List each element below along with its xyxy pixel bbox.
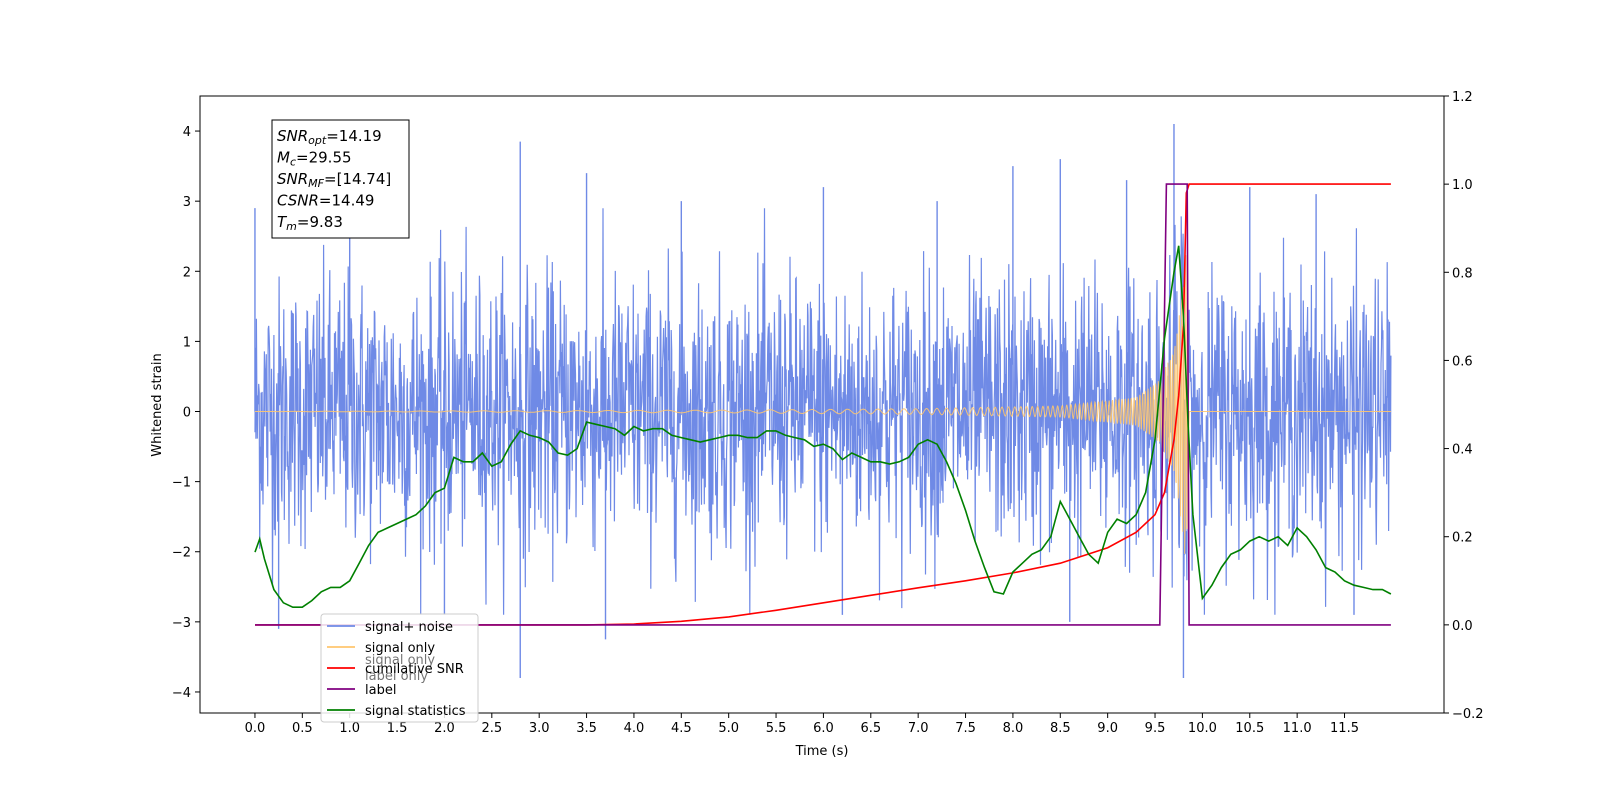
legend-entry-label: signal statistics — [365, 704, 466, 719]
x-tick-label: 10.5 — [1235, 721, 1264, 736]
annotation-subscript: m — [286, 220, 297, 233]
series-line — [254, 245, 1392, 608]
legend-frame — [320, 613, 479, 723]
series-cumilative-snr — [255, 183, 1391, 626]
annotation-subscript: opt — [308, 134, 327, 147]
annotation-line: CSNR=14.49 — [277, 192, 374, 210]
annotation-value: =9.83 — [297, 213, 343, 231]
annotation-subscript: c — [290, 156, 296, 169]
x-tick-label: 0.5 — [292, 721, 313, 736]
y-tick-label: −4 — [172, 686, 191, 701]
series-signal-statistics — [254, 245, 1392, 608]
y2-tick-label: 0.2 — [1452, 531, 1473, 546]
y2-tick-label: 0.8 — [1452, 266, 1473, 281]
y-tick-label: 1 — [183, 335, 191, 350]
y-tick-label: −2 — [172, 546, 191, 561]
series-signal-noise — [254, 124, 1392, 678]
x-tick-label: 6.0 — [813, 721, 834, 736]
annotation-frame — [271, 119, 410, 239]
series-label — [255, 183, 1391, 626]
y-axis-right: 1.2 1.0 0.8 0.6 0.4 0.2 0.0 −0.2 — [1444, 90, 1484, 722]
legend-entry-label: cumilative SNR — [365, 662, 464, 677]
y2-tick-label: −0.2 — [1452, 707, 1484, 722]
annotation-symbol: CSNR — [277, 192, 319, 210]
series-signal-only — [255, 255, 1391, 554]
x-axis-label: Time (s) — [795, 744, 849, 759]
annotation-value: =[14.74] — [324, 170, 391, 188]
y2-tick-label: 0.4 — [1452, 443, 1473, 458]
y2-tick-label: 0.0 — [1452, 619, 1473, 634]
x-tick-label: 2.5 — [481, 721, 502, 736]
x-tick-label: 3.0 — [529, 721, 550, 736]
y-tick-label: 2 — [183, 265, 191, 280]
y2-tick-label: 1.0 — [1452, 178, 1473, 193]
x-tick-label: 5.0 — [718, 721, 739, 736]
annotation-symbol: M — [277, 149, 290, 167]
x-tick-label: 11.5 — [1330, 721, 1359, 736]
y-tick-label: −1 — [172, 476, 191, 491]
y-axis-label: Whitened strain — [150, 353, 165, 456]
annotation-symbol: T — [277, 213, 288, 231]
x-tick-label: 6.5 — [860, 721, 881, 736]
legend-entry-label: signal+ noise — [365, 620, 453, 635]
x-tick-label: 1.5 — [387, 721, 408, 736]
x-tick-label: 7.5 — [955, 721, 976, 736]
annotation-symbol: SNR — [277, 170, 308, 188]
legend-entry-label: label — [365, 683, 396, 698]
y-tick-label: 0 — [183, 406, 191, 421]
x-tick-label: 7.0 — [908, 721, 929, 736]
annotation-value: =14.49 — [319, 192, 375, 210]
y-tick-label: 3 — [183, 195, 191, 210]
x-tick-label: 8.5 — [1050, 721, 1071, 736]
y2-tick-label: 1.2 — [1452, 90, 1473, 105]
x-tick-label: 11.0 — [1283, 721, 1312, 736]
series-line — [255, 183, 1391, 626]
x-axis: 0.0 0.5 1.0 1.5 2.0 2.5 3.0 3.5 4.0 4.5 5.0 5.5 6.0 6… — [245, 713, 1359, 736]
legend-hidden-text: signal only — [365, 653, 435, 668]
series-line — [255, 183, 1391, 626]
y2-tick-label: 0.6 — [1452, 354, 1473, 369]
legend-hidden-text: label only — [365, 669, 428, 684]
y-axis-left: 4 3 2 1 0 −1 −2 −3 −4 — [172, 125, 200, 701]
annotation-line: Mc=29.55 — [277, 149, 352, 169]
y-tick-label: −3 — [172, 616, 191, 631]
stats-annotation-box: SNRopt=14.19Mc=29.55SNRMF=[14.74]CSNR=14… — [271, 119, 410, 239]
x-tick-label: 3.5 — [576, 721, 597, 736]
legend-entry-label: signal only — [365, 641, 435, 656]
plot-series-layer — [254, 124, 1392, 678]
x-tick-label: 0.0 — [245, 721, 266, 736]
annotation-value: =29.55 — [296, 149, 352, 167]
x-tick-label: 9.0 — [1097, 721, 1118, 736]
x-tick-label: 9.5 — [1145, 721, 1166, 736]
x-tick-label: 10.0 — [1188, 721, 1217, 736]
annotation-line: SNRopt=14.19 — [277, 127, 382, 147]
annotation-value: =14.19 — [326, 127, 382, 145]
y-tick-label: 4 — [183, 125, 191, 140]
series-line — [255, 255, 1391, 554]
annotation-symbol: SNR — [277, 127, 308, 145]
x-tick-label: 8.0 — [1003, 721, 1024, 736]
plot-frame — [199, 95, 1445, 714]
x-tick-label: 4.0 — [624, 721, 645, 736]
annotation-line: SNRMF=[14.74] — [277, 170, 391, 190]
x-tick-label: 2.0 — [434, 721, 455, 736]
x-tick-label: 5.5 — [766, 721, 787, 736]
annotation-line: Tm=9.83 — [277, 213, 343, 233]
x-tick-label: 1.0 — [339, 721, 360, 736]
annotation-subscript: MF — [308, 177, 324, 190]
x-tick-label: 4.5 — [671, 721, 692, 736]
